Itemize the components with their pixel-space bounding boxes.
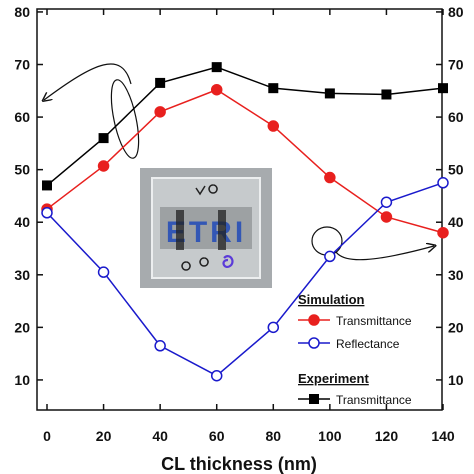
legend: Simulation Transmittance Reflectance Exp… <box>298 292 412 407</box>
legend-group-simulation: Simulation <box>298 292 365 307</box>
data-point-simulation-transmittance <box>267 120 280 132</box>
legend-label-exp-transmittance: Transmittance <box>336 393 412 407</box>
data-point-simulation-transmittance <box>380 211 393 223</box>
y-tick-label-left: 80 <box>14 4 30 20</box>
y-tick-label-right: 10 <box>448 372 464 388</box>
x-tick-label: 60 <box>209 428 225 444</box>
data-point-experiment-transmittance <box>155 77 166 88</box>
data-point-simulation-reflectance <box>324 250 336 263</box>
axis-ticks <box>37 9 444 410</box>
legend-marker-sim-transmittance <box>308 314 320 326</box>
data-point-simulation-transmittance <box>210 83 223 96</box>
y-tick-label-left: 30 <box>14 267 30 283</box>
y-tick-label-left: 60 <box>14 109 30 125</box>
x-tick-label: 100 <box>318 428 342 444</box>
x-tick-label: 40 <box>152 428 168 444</box>
series-line-experiment-transmittance <box>46 66 444 186</box>
series-simulation-reflectance <box>41 177 449 382</box>
x-tick-label: 20 <box>96 428 112 444</box>
y-tick-label-left: 70 <box>14 57 30 73</box>
series-experiment-transmittance <box>42 62 449 191</box>
annotation-arrow-right <box>335 246 434 261</box>
data-point-simulation-transmittance <box>97 160 110 172</box>
data-point-experiment-transmittance <box>42 180 52 191</box>
y-tick-label-left: 20 <box>14 319 30 335</box>
legend-label-sim-transmittance: Transmittance <box>336 314 412 328</box>
data-point-simulation-transmittance <box>437 226 449 239</box>
data-point-experiment-transmittance <box>268 83 279 94</box>
legend-marker-exp-transmittance <box>309 394 319 404</box>
inset-photo: ETRI <box>140 168 272 288</box>
x-tick-label: 80 <box>265 428 281 444</box>
data-point-experiment-transmittance <box>381 89 392 100</box>
annotation-ellipse-left <box>110 79 140 159</box>
data-point-simulation-transmittance <box>154 106 166 118</box>
data-point-simulation-transmittance <box>324 171 336 184</box>
x-axis-title: CL thickness (nm) <box>161 454 317 474</box>
data-point-simulation-reflectance <box>437 177 449 189</box>
y-tick-label-right: 20 <box>448 319 464 335</box>
data-point-simulation-reflectance <box>210 369 223 382</box>
x-tick-label: 120 <box>375 428 399 444</box>
x-tick-label: 140 <box>431 428 455 444</box>
annotation-arrow-left <box>44 63 132 100</box>
y-tick-label-left: 10 <box>14 372 30 388</box>
y-tick-label-right: 80 <box>448 4 464 20</box>
y-tick-label-right: 40 <box>448 214 464 230</box>
data-point-experiment-transmittance <box>211 62 222 73</box>
data-point-simulation-reflectance <box>154 340 166 352</box>
y-tick-label-left: 40 <box>14 214 30 230</box>
legend-group-experiment: Experiment <box>298 371 369 386</box>
y-tick-label-right: 50 <box>448 162 464 178</box>
y-tick-label-right: 70 <box>448 57 464 73</box>
data-point-experiment-transmittance <box>98 133 109 144</box>
series-layer <box>41 62 449 382</box>
y-tick-label-right: 30 <box>448 267 464 283</box>
x-tick-label: 0 <box>43 428 51 444</box>
data-point-experiment-transmittance <box>324 88 335 99</box>
series-line-simulation-reflectance <box>46 182 444 377</box>
y-tick-label-left: 50 <box>14 162 30 178</box>
data-point-simulation-reflectance <box>41 207 53 219</box>
data-point-experiment-transmittance <box>438 83 449 94</box>
legend-marker-sim-reflectance <box>308 337 320 349</box>
data-point-simulation-reflectance <box>380 196 393 208</box>
legend-label-sim-reflectance: Reflectance <box>336 337 400 351</box>
axis-tick-labels: 0 20 40 60 80 100 120 140 10 20 30 40 50 60 70 80 10 20 30… <box>14 4 463 444</box>
y-tick-label-right: 60 <box>448 109 464 125</box>
data-point-simulation-reflectance <box>97 266 110 278</box>
data-point-simulation-reflectance <box>267 321 280 334</box>
